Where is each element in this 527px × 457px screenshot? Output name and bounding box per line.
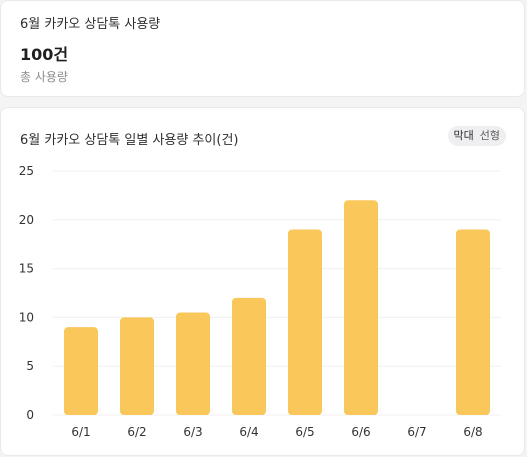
bar-6-3[interactable] (176, 312, 210, 415)
usage-summary-card: 6월 카카오 상담톡 사용량 100건 총 사용량 (0, 0, 525, 97)
x-tick-label: 6/7 (407, 425, 426, 439)
y-tick-label: 10 (19, 310, 34, 324)
y-tick-label: 0 (26, 408, 34, 422)
bar-chart-option[interactable]: 막대 (453, 129, 474, 142)
daily-usage-chart-card: 6월 카카오 상담톡 일별 사용량 추이(건) 막대 선형 0 5 10 15 20 25… (0, 107, 525, 456)
bar-chart: 0 5 10 15 20 25 6/1 6/2 6/3 6/4 6/5 6/6 6/7 6/8 (19, 164, 501, 439)
bar-6-8[interactable] (456, 229, 490, 415)
bar-6-1[interactable] (64, 327, 98, 415)
x-tick-label: 6/6 (351, 425, 370, 439)
y-tick-label: 20 (19, 213, 34, 227)
chart-type-toggle: 막대 선형 (447, 126, 506, 146)
bar-6-2[interactable] (120, 317, 154, 415)
x-tick-label: 6/4 (239, 425, 258, 439)
x-tick-label: 6/1 (71, 425, 90, 439)
y-tick-label: 15 (19, 262, 34, 276)
x-tick-label: 6/8 (463, 425, 482, 439)
line-chart-option[interactable]: 선형 (479, 129, 500, 142)
summary-total-value: 100건 (20, 45, 69, 64)
summary-caption: 총 사용량 (20, 70, 68, 84)
bar-6-6[interactable] (344, 200, 378, 415)
x-tick-label: 6/2 (127, 425, 146, 439)
chart-title: 6월 카카오 상담톡 일별 사용량 추이(건) (20, 133, 239, 148)
y-tick-label: 25 (19, 164, 34, 178)
x-tick-label: 6/3 (183, 425, 202, 439)
bar-6-5[interactable] (288, 229, 322, 415)
x-tick-label: 6/5 (295, 425, 314, 439)
y-tick-label: 5 (26, 359, 34, 373)
bar-6-4[interactable] (232, 297, 266, 415)
summary-title: 6월 카카오 상담톡 사용량 (20, 17, 161, 32)
